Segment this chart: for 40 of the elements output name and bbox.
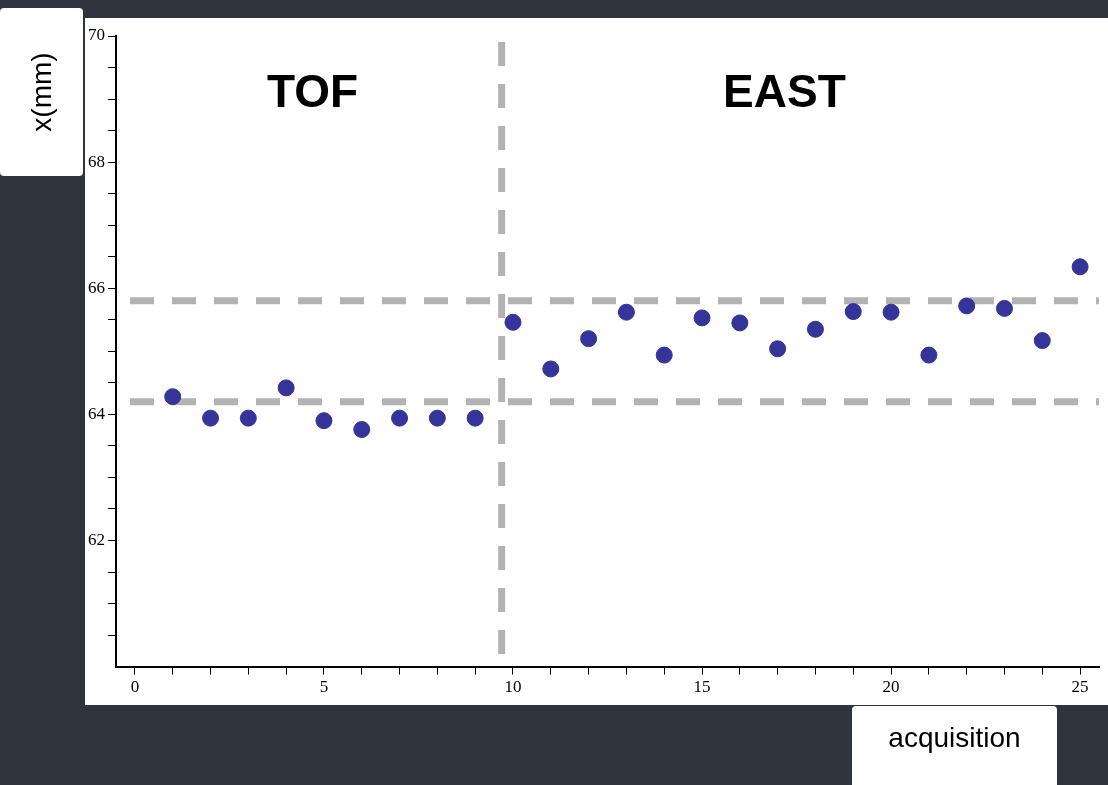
point <box>353 420 371 438</box>
point <box>958 297 976 315</box>
point <box>202 409 220 427</box>
point <box>504 313 522 331</box>
point <box>428 409 446 427</box>
point <box>617 303 635 321</box>
point <box>542 360 560 378</box>
y-tick-label: 62 <box>88 529 105 549</box>
y-tick-label: 64 <box>88 403 106 423</box>
point <box>806 320 824 338</box>
x-tick-label: 0 <box>130 677 140 697</box>
point <box>731 314 749 332</box>
x-axis-title: acquisition <box>888 722 1021 754</box>
annotation: TOF <box>267 64 359 117</box>
point <box>693 309 711 327</box>
point <box>995 299 1013 317</box>
point <box>315 412 333 430</box>
point <box>239 409 257 427</box>
point <box>580 330 598 348</box>
point <box>391 409 409 427</box>
y-tick-label: 68 <box>88 151 105 171</box>
x-tick-label: 15 <box>693 677 711 697</box>
point <box>655 346 673 364</box>
y-axis-title: x(mm) <box>25 52 58 132</box>
y-tick-label: 66 <box>88 277 105 297</box>
annotation: EAST <box>723 64 846 117</box>
x-tick-label: 25 <box>1071 677 1089 697</box>
point <box>1071 258 1089 276</box>
point <box>882 303 900 321</box>
point <box>920 346 938 364</box>
y-tick-label: 70 <box>88 25 105 45</box>
point <box>1033 332 1051 350</box>
x-tick-label: 5 <box>319 677 329 697</box>
point <box>466 409 484 427</box>
x-tick-label: 20 <box>882 677 900 697</box>
point <box>277 379 295 397</box>
x-tick-label: 10 <box>504 677 522 697</box>
point <box>844 303 862 321</box>
point <box>164 388 182 406</box>
point <box>769 340 787 358</box>
